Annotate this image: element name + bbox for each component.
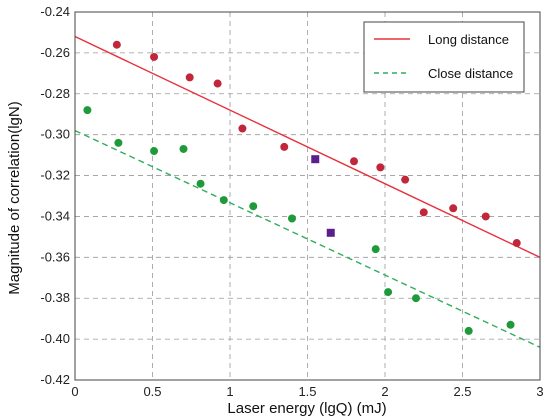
x-axis-title: Laser energy (lgQ) (mJ) <box>227 400 386 417</box>
x-tick-label: 0 <box>71 384 78 399</box>
point-close-distance <box>412 294 420 303</box>
point-long-distance <box>401 175 410 184</box>
x-tick-label: 1 <box>226 384 233 399</box>
point-close-distance <box>506 320 515 329</box>
point-long-distance <box>150 52 159 61</box>
y-tick-label: -0.42 <box>40 372 70 387</box>
x-tick-label: 2.5 <box>453 384 471 399</box>
point-square-marker <box>326 228 335 237</box>
y-axis-title: Magnitude of correlation(lgN) <box>6 101 23 294</box>
y-tick-label: -0.34 <box>40 208 70 223</box>
point-long-distance <box>280 142 289 151</box>
point-close-distance <box>464 326 473 335</box>
y-tick-label: -0.40 <box>40 331 70 346</box>
point-close-distance <box>371 245 380 254</box>
plot-frame <box>74 11 541 381</box>
point-close-distance <box>288 214 296 223</box>
fit-lines <box>74 35 541 348</box>
y-tick-label: -0.32 <box>40 168 70 183</box>
y-tick-label: -0.36 <box>40 249 70 264</box>
tick-labels: 0 0.5 1 1.5 2 2.5 3 -0.24 -0.26 -0.28 -0.30 -0.32 -0… <box>40 4 543 399</box>
fit-line-close-distance <box>74 129 541 348</box>
data-points <box>83 40 521 335</box>
point-long-distance <box>350 157 358 166</box>
fit-line-long-distance <box>74 35 541 258</box>
x-tick-label: 0.5 <box>143 384 161 399</box>
point-long-distance <box>185 73 194 82</box>
point-long-distance <box>419 208 428 217</box>
y-tick-label: -0.26 <box>40 45 70 60</box>
x-tick-label: 3 <box>536 384 543 399</box>
x-tick-label: 1.5 <box>298 384 316 399</box>
y-tick-label: -0.30 <box>40 127 70 142</box>
x-tick-label: 2 <box>381 384 388 399</box>
y-tick-label: -0.38 <box>40 290 70 305</box>
point-close-distance <box>196 179 205 188</box>
point-close-distance <box>249 202 258 211</box>
point-long-distance <box>449 204 458 213</box>
point-square-marker <box>311 155 320 164</box>
legend-box <box>363 21 525 93</box>
legend-label-close-distance: Close distance <box>428 66 513 81</box>
point-long-distance <box>238 124 247 133</box>
legend-label-long-distance: Long distance <box>428 32 509 47</box>
point-close-distance <box>384 288 393 297</box>
point-close-distance <box>150 147 159 156</box>
point-close-distance <box>179 144 188 153</box>
point-close-distance <box>219 196 228 205</box>
point-close-distance <box>83 106 92 115</box>
point-close-distance <box>114 138 123 147</box>
point-long-distance <box>376 163 385 172</box>
y-tick-label: -0.28 <box>40 86 70 101</box>
point-long-distance <box>213 79 222 88</box>
point-long-distance <box>512 239 521 248</box>
point-long-distance <box>481 212 490 221</box>
point-long-distance <box>112 40 121 49</box>
y-tick-label: -0.24 <box>40 4 70 19</box>
legend: Long distance Close distance <box>363 21 525 93</box>
